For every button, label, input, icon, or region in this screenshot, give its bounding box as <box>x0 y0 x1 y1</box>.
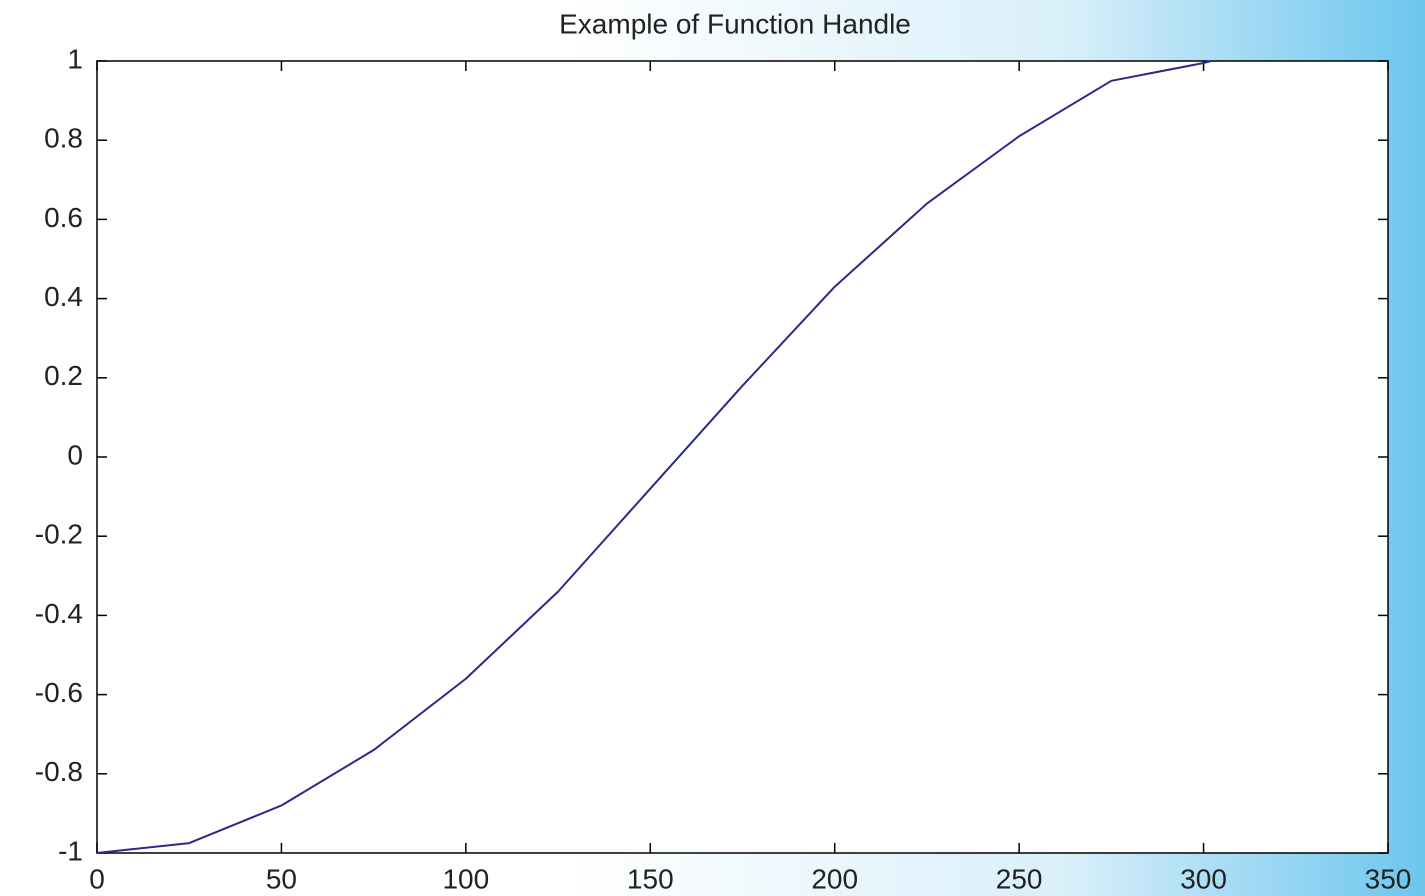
x-tick-label: 50 <box>266 863 297 894</box>
x-tick-label: 0 <box>89 863 105 894</box>
y-tick-label: -0.8 <box>35 756 83 787</box>
plot-area <box>96 60 1389 854</box>
x-tick-label: 150 <box>627 863 674 894</box>
y-tick-label: 0.8 <box>44 123 83 154</box>
x-tick-label: 100 <box>442 863 489 894</box>
y-tick-label: 1 <box>67 43 83 74</box>
x-tick-label: 300 <box>1180 863 1227 894</box>
y-tick-label: 0.2 <box>44 360 83 391</box>
x-tick-label: 350 <box>1365 863 1412 894</box>
y-tick-label: 0.4 <box>44 281 83 312</box>
y-tick-label: 0.6 <box>44 202 83 233</box>
y-tick-label: -0.6 <box>35 677 83 708</box>
line <box>96 60 1212 854</box>
y-tick-label: 0 <box>67 439 83 470</box>
chart-title: Example of Function Handle <box>559 8 911 39</box>
y-tick-label: -0.4 <box>35 598 83 629</box>
x-tick-label: 200 <box>811 863 858 894</box>
y-tick-label: -0.2 <box>35 519 83 550</box>
x-tick-label: 250 <box>996 863 1043 894</box>
y-tick-label: -1 <box>58 835 83 866</box>
